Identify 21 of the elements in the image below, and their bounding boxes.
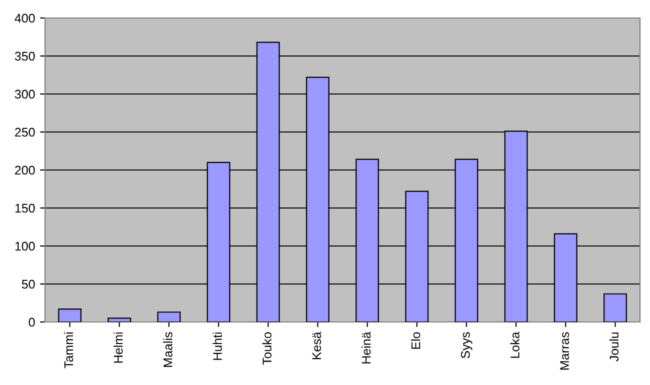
y-tick-label: 200	[15, 166, 35, 175]
y-tick-label: 100	[15, 242, 35, 251]
x-tick-label: Joulu	[609, 332, 619, 362]
x-tick-label: Marras	[560, 332, 569, 370]
y-tick-label: 0	[28, 318, 35, 327]
x-tick-label: Loka	[510, 332, 520, 358]
y-tick-label: 150	[15, 204, 35, 213]
x-tick-label: Kesä	[312, 332, 322, 360]
x-tick-label: Heinä	[361, 332, 371, 364]
x-tick-label: Huhti	[212, 332, 222, 360]
x-tick-label: Syys	[460, 332, 472, 358]
x-tick-label: Maalis	[163, 332, 172, 367]
y-tick-label: 50	[22, 280, 35, 289]
y-tick-label: 400	[14, 14, 35, 23]
y-tick-label: 250	[15, 128, 35, 137]
x-tick-label: Helmi	[114, 332, 123, 363]
y-tick-label: 300	[14, 90, 35, 99]
x-tick-label: Tammi	[64, 332, 74, 368]
y-tick-label: 350	[14, 52, 35, 61]
x-tick-label: Elo	[411, 332, 420, 349]
x-tick-label: Touko	[262, 332, 272, 365]
